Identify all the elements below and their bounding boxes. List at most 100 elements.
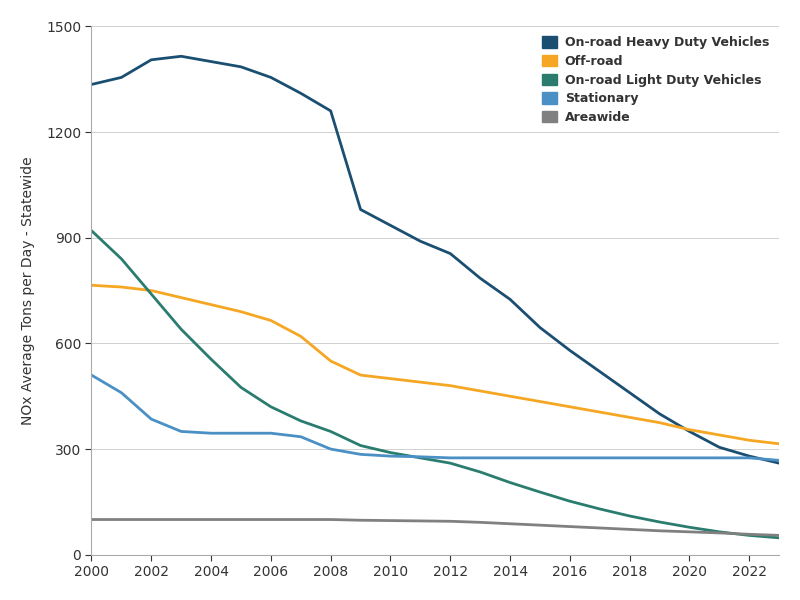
Off-road: [146, 287, 156, 294]
Areawide: [535, 521, 545, 529]
On-road Heavy Duty Vehicles: [475, 275, 485, 282]
Off-road: [446, 382, 455, 389]
Areawide: [146, 516, 156, 523]
Stationary: [117, 389, 126, 397]
Off-road: [595, 409, 605, 416]
Areawide: [446, 518, 455, 525]
Areawide: [774, 532, 784, 539]
Line: On-road Light Duty Vehicles: On-road Light Duty Vehicles: [91, 230, 779, 538]
On-road Light Duty Vehicles: [386, 449, 395, 456]
Areawide: [326, 516, 335, 523]
On-road Heavy Duty Vehicles: [506, 296, 515, 303]
Areawide: [475, 519, 485, 526]
On-road Heavy Duty Vehicles: [296, 89, 306, 97]
Areawide: [565, 523, 574, 530]
Stationary: [415, 453, 425, 460]
Stationary: [266, 430, 276, 437]
Areawide: [206, 516, 216, 523]
On-road Light Duty Vehicles: [475, 469, 485, 476]
Off-road: [176, 294, 186, 301]
Off-road: [654, 419, 664, 426]
Areawide: [685, 528, 694, 535]
Off-road: [117, 283, 126, 290]
On-road Heavy Duty Vehicles: [595, 368, 605, 375]
Stationary: [206, 430, 216, 437]
Y-axis label: NOx Average Tons per Day - Statewide: NOx Average Tons per Day - Statewide: [21, 156, 35, 425]
On-road Light Duty Vehicles: [774, 534, 784, 541]
On-road Heavy Duty Vehicles: [146, 56, 156, 64]
Stationary: [296, 433, 306, 440]
Off-road: [506, 392, 515, 400]
Areawide: [386, 517, 395, 524]
On-road Light Duty Vehicles: [745, 532, 754, 539]
On-road Light Duty Vehicles: [236, 384, 246, 391]
Off-road: [685, 426, 694, 433]
On-road Light Duty Vehicles: [654, 518, 664, 526]
Line: Off-road: Off-road: [91, 285, 779, 444]
On-road Heavy Duty Vehicles: [535, 324, 545, 331]
Stationary: [535, 454, 545, 461]
Off-road: [475, 388, 485, 395]
On-road Light Duty Vehicles: [595, 505, 605, 512]
On-road Heavy Duty Vehicles: [774, 460, 784, 467]
Off-road: [206, 301, 216, 308]
Stationary: [236, 430, 246, 437]
Areawide: [415, 517, 425, 524]
On-road Heavy Duty Vehicles: [745, 452, 754, 460]
Stationary: [745, 454, 754, 461]
Off-road: [326, 358, 335, 365]
Stationary: [176, 428, 186, 435]
Areawide: [296, 516, 306, 523]
On-road Heavy Duty Vehicles: [625, 389, 634, 397]
Areawide: [117, 516, 126, 523]
Stationary: [595, 454, 605, 461]
Stationary: [86, 371, 96, 379]
On-road Heavy Duty Vehicles: [236, 63, 246, 70]
Line: Stationary: Stationary: [91, 375, 779, 460]
On-road Light Duty Vehicles: [415, 454, 425, 461]
Stationary: [386, 452, 395, 460]
Areawide: [266, 516, 276, 523]
Off-road: [266, 317, 276, 324]
On-road Heavy Duty Vehicles: [685, 428, 694, 435]
Areawide: [595, 524, 605, 532]
On-road Light Duty Vehicles: [117, 255, 126, 262]
Line: Areawide: Areawide: [91, 520, 779, 535]
On-road Heavy Duty Vehicles: [714, 444, 724, 451]
On-road Heavy Duty Vehicles: [266, 74, 276, 81]
Stationary: [774, 457, 784, 464]
On-road Heavy Duty Vehicles: [356, 206, 366, 213]
On-road Heavy Duty Vehicles: [86, 81, 96, 88]
Stationary: [446, 454, 455, 461]
On-road Heavy Duty Vehicles: [176, 53, 186, 60]
On-road Light Duty Vehicles: [296, 417, 306, 424]
On-road Heavy Duty Vehicles: [326, 107, 335, 115]
Line: On-road Heavy Duty Vehicles: On-road Heavy Duty Vehicles: [91, 56, 779, 463]
On-road Light Duty Vehicles: [685, 524, 694, 531]
On-road Heavy Duty Vehicles: [415, 238, 425, 245]
Areawide: [654, 527, 664, 535]
Stationary: [506, 454, 515, 461]
Areawide: [356, 517, 366, 524]
Stationary: [565, 454, 574, 461]
On-road Light Duty Vehicles: [146, 290, 156, 298]
On-road Heavy Duty Vehicles: [565, 347, 574, 354]
Off-road: [356, 371, 366, 379]
Off-road: [236, 308, 246, 315]
Areawide: [176, 516, 186, 523]
Off-road: [774, 440, 784, 448]
Off-road: [535, 398, 545, 405]
Off-road: [86, 281, 96, 289]
On-road Heavy Duty Vehicles: [117, 74, 126, 81]
Off-road: [565, 403, 574, 410]
On-road Light Duty Vehicles: [535, 488, 545, 496]
Areawide: [625, 526, 634, 533]
On-road Light Duty Vehicles: [506, 479, 515, 486]
On-road Light Duty Vehicles: [326, 428, 335, 435]
Areawide: [236, 516, 246, 523]
Areawide: [745, 531, 754, 538]
On-road Heavy Duty Vehicles: [206, 58, 216, 65]
On-road Light Duty Vehicles: [714, 528, 724, 535]
Areawide: [714, 529, 724, 536]
On-road Light Duty Vehicles: [266, 403, 276, 410]
